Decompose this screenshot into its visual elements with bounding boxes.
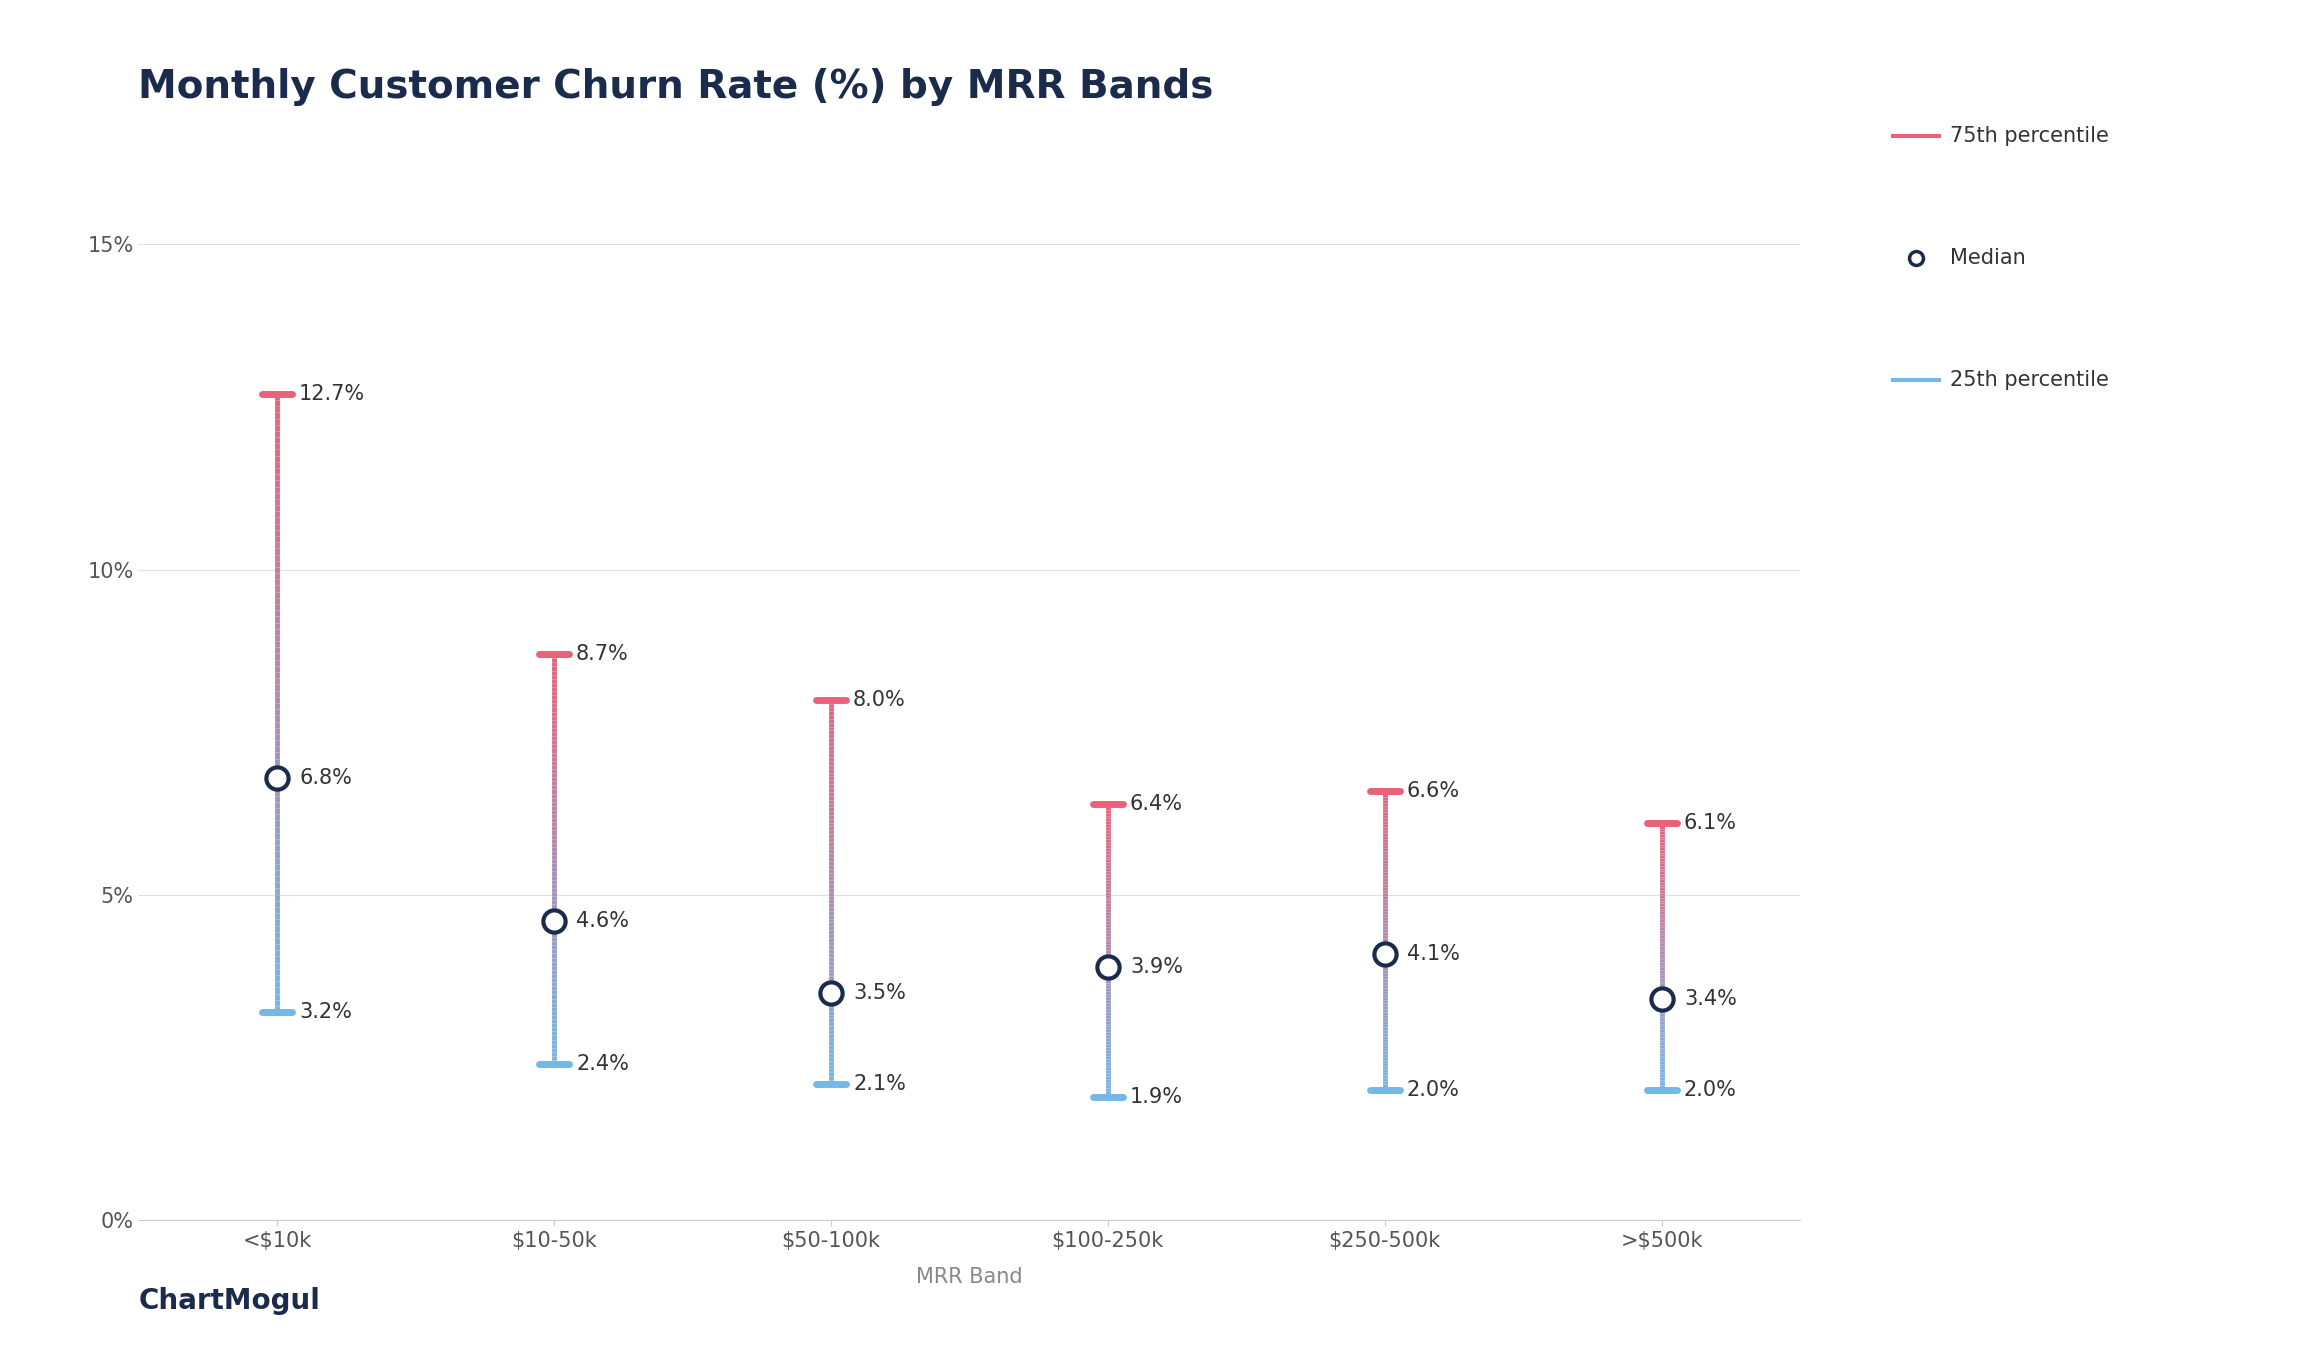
X-axis label: MRR Band: MRR Band: [916, 1268, 1022, 1287]
Text: 6.8%: 6.8%: [300, 767, 353, 788]
Text: 3.9%: 3.9%: [1131, 956, 1184, 976]
Text: 3.5%: 3.5%: [854, 983, 907, 1002]
Text: 2.0%: 2.0%: [1408, 1081, 1461, 1100]
Text: 12.7%: 12.7%: [300, 384, 365, 404]
Text: 6.4%: 6.4%: [1131, 793, 1184, 814]
Text: Median: Median: [1950, 248, 2026, 267]
Text: 4.6%: 4.6%: [577, 911, 630, 932]
Text: Monthly Customer Churn Rate (%) by MRR Bands: Monthly Customer Churn Rate (%) by MRR B…: [138, 68, 1214, 106]
Text: 2.1%: 2.1%: [854, 1074, 907, 1094]
Text: 8.7%: 8.7%: [577, 644, 628, 664]
Text: 2.0%: 2.0%: [1685, 1081, 1738, 1100]
Text: 6.6%: 6.6%: [1408, 781, 1461, 801]
Text: 75th percentile: 75th percentile: [1950, 126, 2110, 145]
Text: 3.2%: 3.2%: [300, 1002, 353, 1022]
Text: 8.0%: 8.0%: [854, 690, 905, 709]
Text: 25th percentile: 25th percentile: [1950, 370, 2110, 389]
Text: 4.1%: 4.1%: [1408, 944, 1461, 964]
Text: 6.1%: 6.1%: [1685, 814, 1738, 834]
Text: ChartMogul: ChartMogul: [138, 1287, 321, 1315]
Text: 2.4%: 2.4%: [577, 1054, 630, 1074]
Text: 1.9%: 1.9%: [1131, 1086, 1184, 1106]
Text: 3.4%: 3.4%: [1685, 989, 1738, 1009]
